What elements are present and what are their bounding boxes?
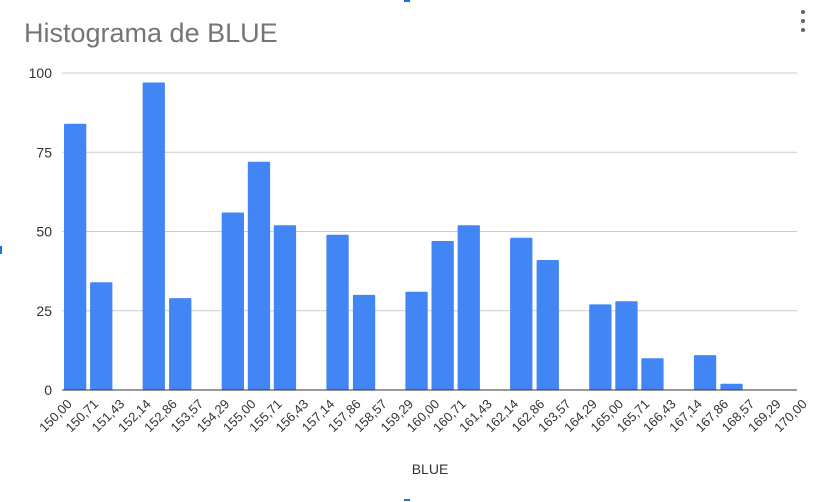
more-vert-icon-dot bbox=[801, 28, 805, 32]
x-axis-ticks: 150,00150,71151,43152,14152,86153,57154,… bbox=[36, 396, 810, 435]
y-tick-label: 0 bbox=[44, 382, 52, 398]
histogram-bar[interactable] bbox=[142, 82, 165, 391]
histogram-bar[interactable] bbox=[536, 260, 559, 390]
histogram-bar[interactable] bbox=[273, 225, 297, 390]
more-vert-icon bbox=[801, 10, 805, 14]
histogram-bar[interactable] bbox=[247, 161, 271, 390]
chart-title: Histograma de BLUE bbox=[24, 18, 278, 48]
resize-handle-left[interactable] bbox=[0, 246, 2, 254]
y-tick-label: 25 bbox=[36, 303, 52, 319]
y-tick-label: 75 bbox=[36, 144, 52, 160]
y-tick-label: 100 bbox=[29, 65, 53, 81]
histogram-bar[interactable] bbox=[352, 294, 376, 390]
histogram-bar[interactable] bbox=[90, 282, 113, 390]
histogram-bar[interactable] bbox=[169, 298, 192, 390]
resize-handle-top[interactable] bbox=[404, 0, 410, 2]
histogram-bar[interactable] bbox=[615, 301, 638, 390]
histogram-bar[interactable] bbox=[405, 291, 428, 390]
histogram-bar[interactable] bbox=[64, 123, 87, 390]
histogram-bar[interactable] bbox=[641, 358, 664, 390]
histogram-bar[interactable] bbox=[326, 234, 349, 390]
histogram-bar[interactable] bbox=[720, 383, 743, 390]
y-tick-label: 50 bbox=[36, 224, 52, 240]
more-vert-icon-dot bbox=[801, 19, 805, 23]
histogram-bar[interactable] bbox=[457, 225, 480, 390]
gridlines bbox=[62, 72, 797, 312]
chart-menu-button[interactable] bbox=[796, 8, 810, 34]
histogram-bar[interactable] bbox=[431, 241, 454, 390]
histogram-bar[interactable] bbox=[589, 304, 612, 390]
histogram-bar[interactable] bbox=[693, 355, 717, 390]
y-axis-ticks: 0 25 50 75 100 bbox=[29, 65, 53, 398]
x-axis-label: BLUE bbox=[411, 461, 449, 477]
histogram-bar[interactable] bbox=[221, 212, 244, 391]
histogram-bar[interactable] bbox=[510, 237, 533, 390]
resize-handle-bottom[interactable] bbox=[404, 499, 410, 501]
bars bbox=[64, 82, 743, 391]
